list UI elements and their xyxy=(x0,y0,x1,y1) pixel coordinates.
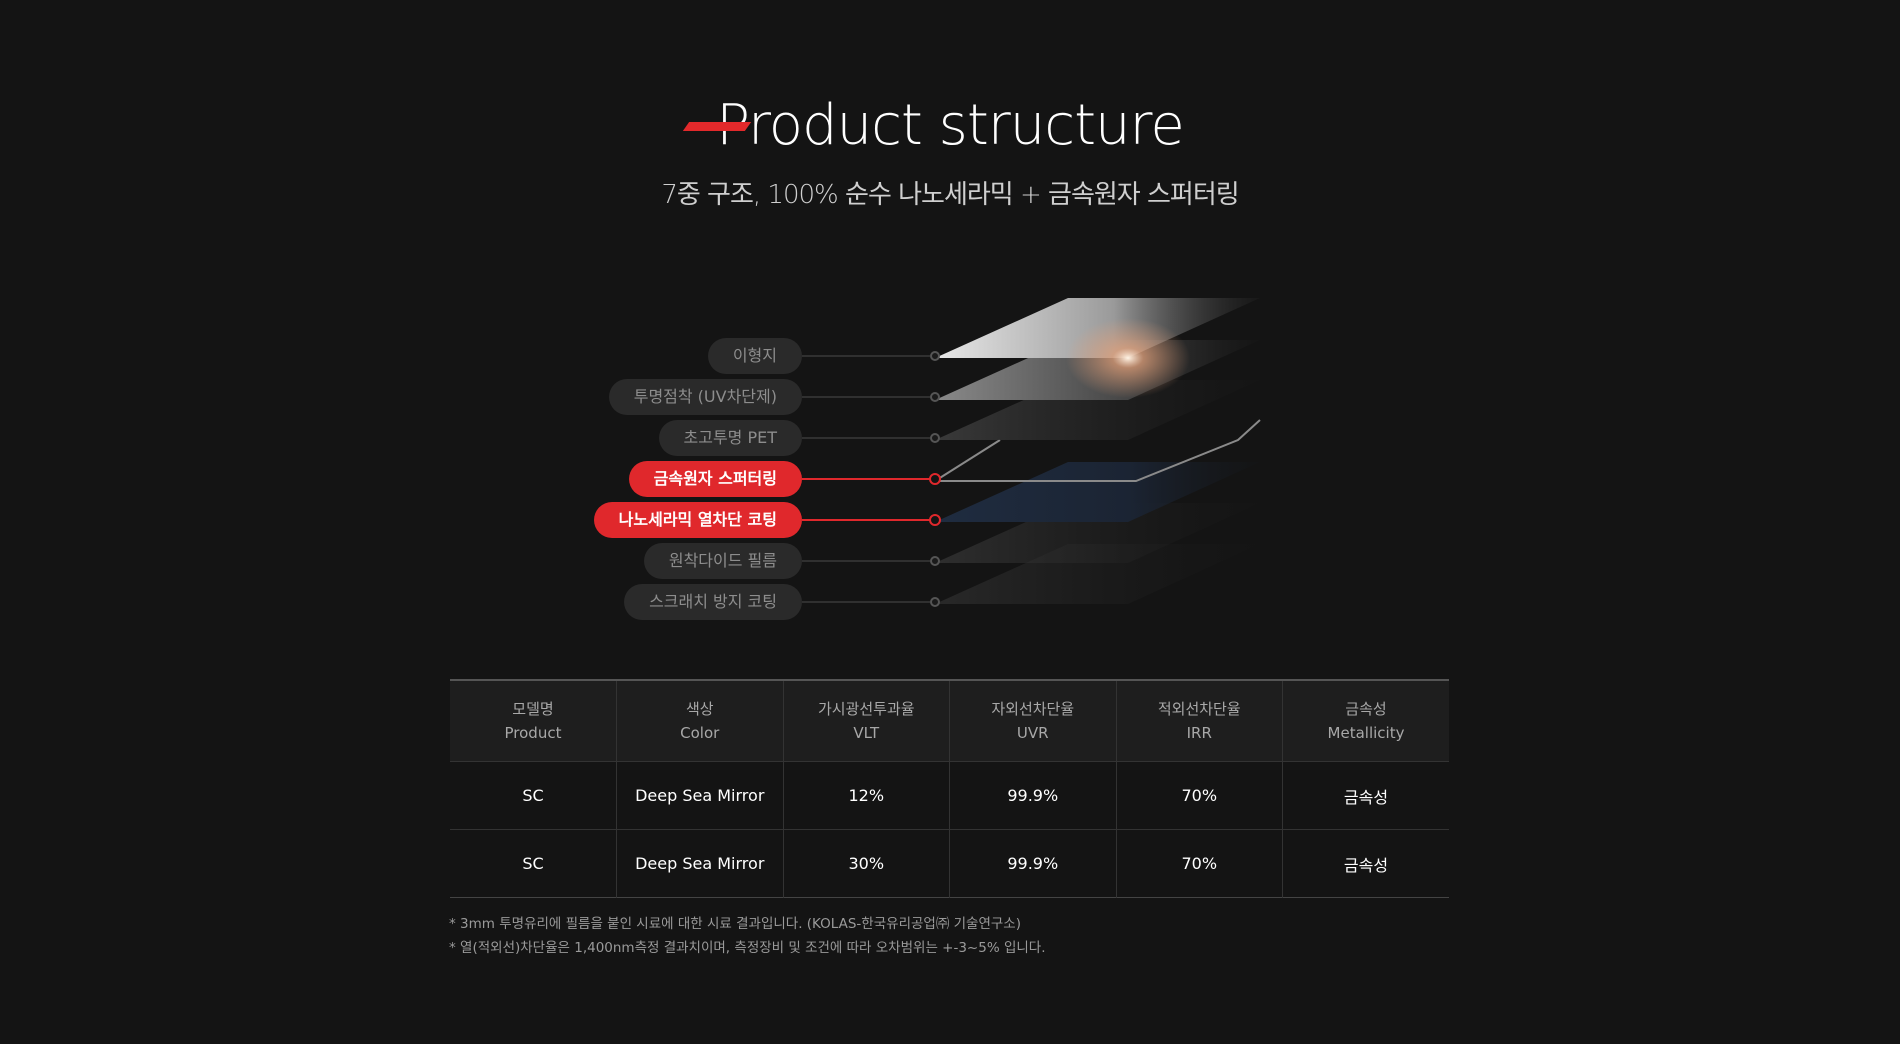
header-ko: 자외선차단율 xyxy=(991,700,1075,718)
header-cell-product: 모델명 Product xyxy=(450,680,617,762)
header-en: Metallicity xyxy=(1327,724,1405,742)
connector-dot xyxy=(930,433,940,443)
header-cell-vlt: 가시광선투과율 VLT xyxy=(783,680,950,762)
header-ko: 색상 xyxy=(685,700,714,718)
connector-dot xyxy=(930,556,940,566)
table-cell: 금속성 xyxy=(1343,855,1389,875)
layer-shape-6 xyxy=(935,503,1260,563)
table-cell: SC xyxy=(450,761,617,830)
header-ko: 금속성 xyxy=(1345,700,1387,718)
layer-shape-4 xyxy=(935,419,1261,482)
table-cell: SC xyxy=(450,829,617,898)
title-block: Product structure xyxy=(0,92,1900,160)
connector-lines xyxy=(802,351,941,607)
connector-dot xyxy=(930,392,940,402)
layer-label: 나노세라믹 열차단 코팅 xyxy=(593,502,802,538)
footnote: * 3mm 투명유리에 필름을 붙인 시료에 대한 시료 결과입니다. (KOL… xyxy=(449,916,1021,932)
spec-table: 모델명 Product 색상 Color 가시광선투과율 VLT 자외선차단율 UVR … xyxy=(450,679,1449,898)
connector-dot xyxy=(929,514,941,526)
page-title-text: Product structure xyxy=(716,93,1185,158)
table-row: SC Deep Sea Mirror 30% 99.9% 70% 금속성 xyxy=(450,829,1449,898)
header-ko: 적외선차단율 xyxy=(1157,700,1241,718)
header-ko: 가시광선투과율 xyxy=(817,700,915,718)
header-cell-metallicity: 금속성 Metallicity xyxy=(1282,680,1449,762)
layer-shape-4-edge xyxy=(934,439,1001,482)
connector-dot xyxy=(929,473,941,485)
header-en: Color xyxy=(680,724,720,742)
header-en: VLT xyxy=(853,724,880,742)
footnote: * 열(적외선)차단율은 1,400nm측정 결과치이며, 측정장비 및 조건에… xyxy=(449,940,1046,956)
layer-label: 투명점착 (UV차단제) xyxy=(608,379,802,415)
layer-label: 금속원자 스퍼터링 xyxy=(628,461,802,497)
page-subtitle: 7중 구조, 100% 순수 나노세라믹 + 금속원자 스퍼터링 xyxy=(661,180,1239,210)
layer-label: 초고투명 PET xyxy=(658,420,802,456)
header-en: UVR xyxy=(1016,724,1049,742)
table-cell: 70% xyxy=(1116,829,1283,898)
layer-shape-7 xyxy=(935,544,1260,604)
spec-table-header-row: 모델명 Product 색상 Color 가시광선투과율 VLT 자외선차단율 UVR … xyxy=(450,680,1449,762)
table-cell: Deep Sea Mirror xyxy=(616,761,784,830)
layer-label: 원착다이드 필름 xyxy=(643,543,802,579)
table-cell: 금속성 xyxy=(1282,761,1449,830)
header-cell-irr: 적외선차단율 IRR xyxy=(1116,680,1283,762)
header-en: IRR xyxy=(1186,724,1212,742)
table-cell: Deep Sea Mirror xyxy=(616,829,784,898)
layer-label: 이형지 xyxy=(707,338,802,374)
layer-shape-3 xyxy=(935,380,1260,440)
table-row: SC Deep Sea Mirror 12% 99.9% 70% 금속성 xyxy=(450,761,1449,830)
connector-dot xyxy=(930,351,940,361)
connector-dot xyxy=(930,597,940,607)
header-cell-color: 색상 Color xyxy=(616,680,784,762)
table-cell: 70% xyxy=(1116,761,1283,830)
table-cell: 30% xyxy=(783,829,950,898)
layer-label: 스크래치 방지 코팅 xyxy=(624,584,802,620)
page-title: Product structure xyxy=(683,92,1185,160)
footnotes: * 3mm 투명유리에 필름을 붙인 시료에 대한 시료 결과입니다. (KOL… xyxy=(449,912,1046,960)
light-glow xyxy=(1066,318,1190,398)
header-en: Product xyxy=(504,724,562,742)
header-ko: 모델명 xyxy=(512,700,554,718)
table-cell: 99.9% xyxy=(949,829,1117,898)
table-cell: 12% xyxy=(783,761,950,830)
table-cell: 99.9% xyxy=(949,761,1117,830)
header-cell-uvr: 자외선차단율 UVR xyxy=(949,680,1117,762)
layer-shape-5 xyxy=(935,462,1260,522)
layer-stack-graphic xyxy=(802,298,1261,607)
